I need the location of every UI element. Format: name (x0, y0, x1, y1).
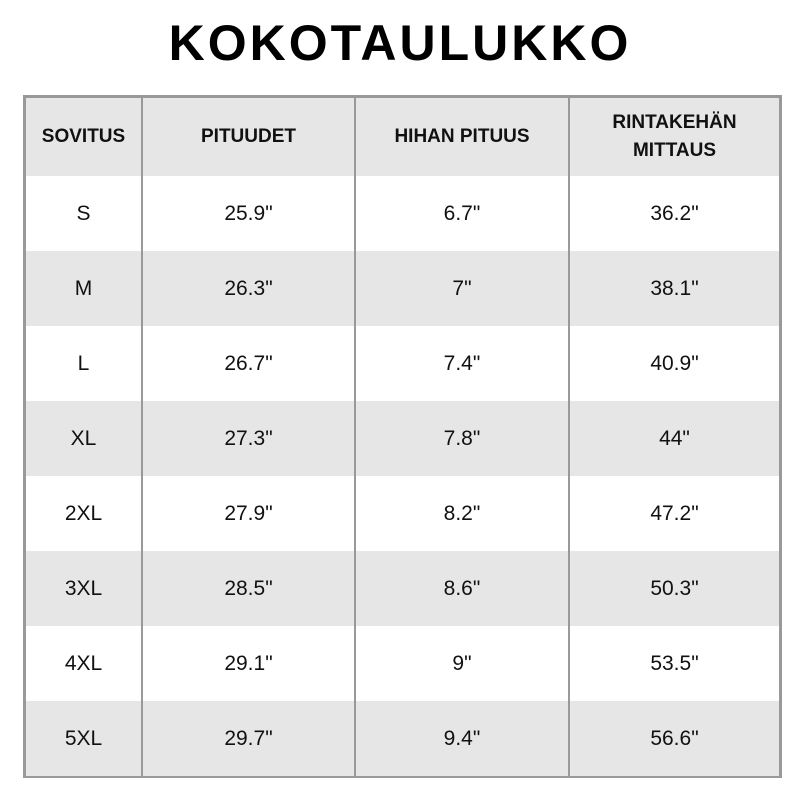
cell-sleeve-length: 7.8" (354, 401, 569, 476)
table-row: 2XL 27.9" 8.2" 47.2" (26, 476, 779, 551)
cell-fit: L (77, 351, 90, 375)
table-row: 3XL 28.5" 8.6" 50.3" (26, 551, 779, 626)
table-row: L 26.7" 7.4" 40.9" (26, 326, 779, 401)
cell-sleeve-length: 8.2" (354, 476, 569, 551)
cell-length: 27.3" (141, 401, 355, 476)
header-chest: RINTAKEHÄN MITTAUS (568, 98, 779, 176)
page-title: KOKOTAULUKKO (168, 15, 632, 71)
cell-length: 26.7" (141, 326, 355, 401)
cell-chest: 36.2" (568, 176, 779, 251)
cell-length: 28.5" (141, 551, 355, 626)
header-length: PITUUDET (141, 98, 355, 176)
table-row: S 25.9" 6.7" 36.2" (26, 176, 779, 251)
table-row: 4XL 29.1" 9" 53.5" (26, 626, 779, 701)
header-sleeve-length: HIHAN PITUUS (354, 98, 569, 176)
cell-fit: S (76, 201, 91, 225)
cell-chest: 38.1" (568, 251, 779, 326)
cell-chest: 40.9" (568, 326, 779, 401)
cell-fit: 5XL (26, 701, 142, 776)
cell-length: 26.3" (141, 251, 355, 326)
cell-sleeve-length: 7.4" (354, 326, 569, 401)
table-row: M 26.3" 7" 38.1" (26, 251, 779, 326)
cell-fit: XL (26, 401, 142, 476)
cell-sleeve-length: 8.6" (354, 551, 569, 626)
header-fit: SOVITUS (26, 98, 142, 176)
cell-sleeve-length: 9" (354, 626, 569, 701)
cell-fit: 2XL (64, 501, 103, 525)
size-chart-table: SOVITUS PITUUDET HIHAN PITUUS RINTAKEHÄN… (23, 95, 782, 778)
cell-chest: 50.3" (568, 551, 779, 626)
cell-sleeve-length: 9.4" (354, 701, 569, 776)
cell-chest: 56.6" (568, 701, 779, 776)
cell-length: 29.7" (141, 701, 355, 776)
table-row: 5XL 29.7" 9.4" 56.6" (26, 701, 779, 776)
cell-sleeve-length: 6.7" (354, 176, 569, 251)
cell-length: 25.9" (141, 176, 355, 251)
header-row: SOVITUS PITUUDET HIHAN PITUUS RINTAKEHÄN… (26, 98, 779, 176)
cell-chest: 47.2" (568, 476, 779, 551)
table-row: XL 27.3" 7.8" 44" (26, 401, 779, 476)
cell-chest: 44" (568, 401, 779, 476)
cell-length: 29.1" (141, 626, 355, 701)
cell-fit: 4XL (64, 651, 103, 675)
cell-fit: 3XL (26, 551, 142, 626)
cell-chest: 53.5" (568, 626, 779, 701)
cell-sleeve-length: 7" (354, 251, 569, 326)
cell-length: 27.9" (141, 476, 355, 551)
cell-fit: M (26, 251, 142, 326)
